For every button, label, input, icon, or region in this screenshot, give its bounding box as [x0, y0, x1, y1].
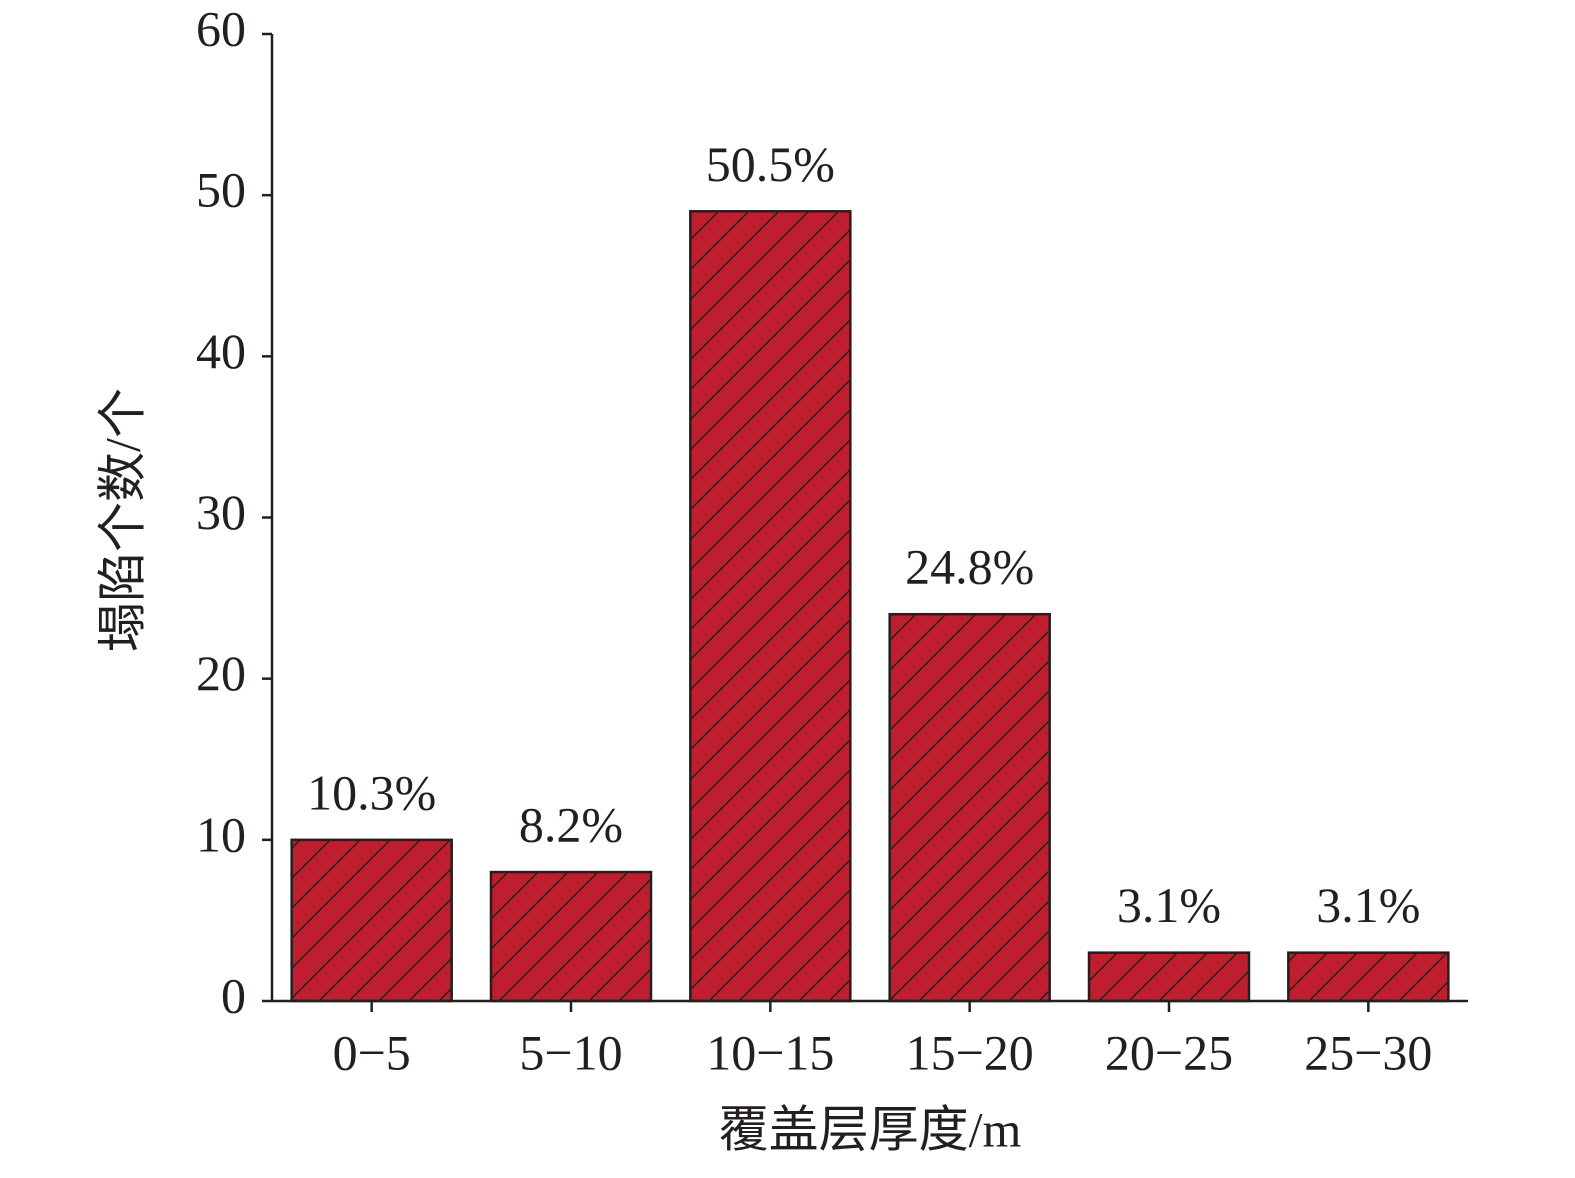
bar-annotation: 10.3% [307, 764, 436, 820]
x-tick-label: 15−20 [906, 1024, 1034, 1080]
bar-hatch [491, 872, 651, 1001]
bar-hatch [291, 839, 452, 1001]
y-tick-label: 40 [196, 323, 246, 379]
y-tick-label: 30 [196, 484, 246, 540]
x-tick-label: 5−10 [519, 1024, 622, 1080]
bar-annotation: 50.5% [706, 136, 835, 192]
y-axis-title: 塌陷个数/个 [94, 388, 150, 652]
bar-hatch [1089, 952, 1249, 1001]
y-tick-label: 10 [196, 806, 246, 862]
bar-hatch [889, 614, 1050, 1001]
bar-hatch [1288, 952, 1449, 1001]
x-axis-title: 覆盖层厚度/m [719, 1101, 1022, 1157]
bar-annotation: 3.1% [1316, 877, 1420, 933]
bar-annotation: 3.1% [1117, 877, 1221, 933]
x-tick-label: 25−30 [1304, 1024, 1432, 1080]
x-tick-label: 0−5 [333, 1024, 411, 1080]
bar-annotation: 24.8% [905, 539, 1034, 595]
x-tick-label: 10−15 [706, 1024, 834, 1080]
bar-annotation: 8.2% [519, 797, 623, 853]
y-tick-label: 20 [196, 645, 246, 701]
x-tick-label: 20−25 [1105, 1024, 1233, 1080]
y-tick-label: 0 [221, 967, 246, 1023]
y-tick-label: 50 [196, 162, 246, 218]
bar-hatch [690, 211, 851, 1002]
y-tick-label: 60 [196, 0, 246, 56]
